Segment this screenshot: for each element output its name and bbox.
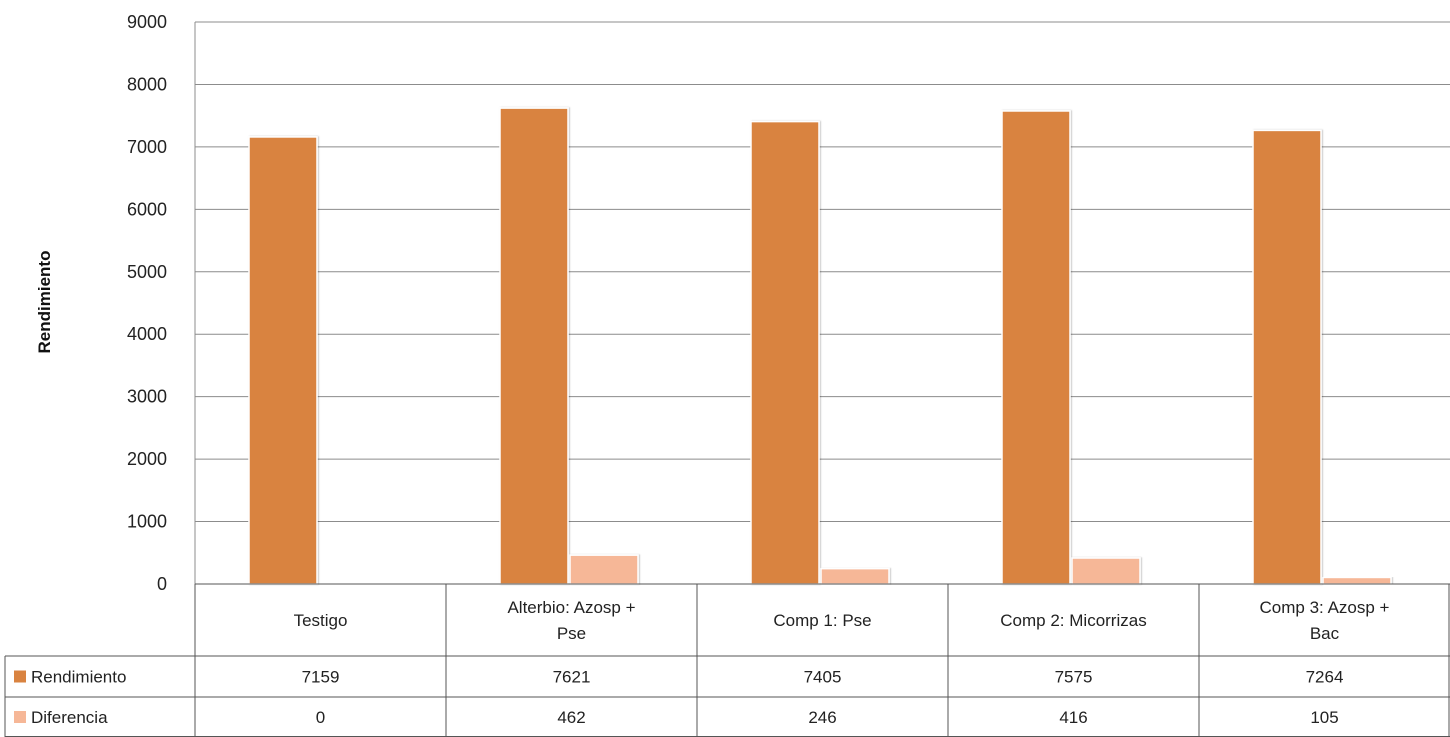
y-tick-label: 7000 [127,137,167,157]
bar-rendimiento-2 [750,120,820,585]
y-axis-ticks: 0 1000 2000 3000 4000 5000 6000 7000 8000 9000 [127,12,167,594]
data-label: 416 [1059,708,1087,727]
data-label: 7159 [302,668,340,687]
data-label: 0 [316,708,325,727]
y-tick-label: 8000 [127,74,167,94]
y-tick-label: 9000 [127,12,167,32]
gridlines [194,21,1450,585]
y-tick-label: 0 [157,574,167,594]
data-label: 105 [1310,708,1338,727]
y-tick-label: 1000 [127,512,167,532]
bar-rendimiento-3 [1001,110,1071,585]
category-label: Bac [1310,624,1340,643]
category-label: Alterbio: Azosp + [507,598,635,617]
bar-rendimiento-0 [248,136,318,585]
bar-diferencia-1 [569,554,639,585]
category-label: Pse [557,624,586,643]
legend-key-diferencia [14,711,26,723]
data-label: 246 [808,708,836,727]
bar-rendimiento-4 [1252,129,1322,585]
bar-diferencia-2 [820,567,890,585]
bar-diferencia-4 [1322,576,1392,585]
y-tick-label: 4000 [127,324,167,344]
data-label: 7575 [1055,668,1093,687]
category-label: Comp 1: Pse [773,611,871,630]
legend-label: Rendimiento [31,668,126,687]
bar-rendimiento-1 [499,107,569,585]
y-axis-label: Rendimiento [35,251,54,354]
y-tick-label: 3000 [127,387,167,407]
y-tick-label: 5000 [127,262,167,282]
bars [248,107,1392,585]
data-label: 7264 [1306,668,1344,687]
y-tick-label: 2000 [127,449,167,469]
data-label: 7405 [804,668,842,687]
data-label: 462 [557,708,585,727]
data-table: Testigo Alterbio: Azosp + Pse Comp 1: Pse Co… [4,583,1450,737]
category-label: Testigo [294,611,348,630]
bar-diferencia-3 [1071,557,1141,585]
category-label: Comp 3: Azosp + [1260,598,1390,617]
data-label: 7621 [553,668,591,687]
legend-label: Diferencia [31,708,108,727]
legend-key-rendimiento [14,670,26,683]
category-label: Comp 2: Micorrizas [1000,611,1146,630]
y-tick-label: 6000 [127,199,167,219]
